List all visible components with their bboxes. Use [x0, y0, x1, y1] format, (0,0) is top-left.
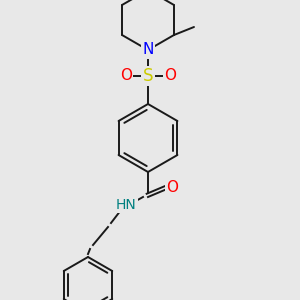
- Text: HN: HN: [116, 198, 136, 212]
- Text: O: O: [166, 179, 178, 194]
- Text: N: N: [142, 43, 154, 58]
- Text: S: S: [143, 67, 153, 85]
- Text: O: O: [164, 68, 176, 83]
- Text: O: O: [120, 68, 132, 83]
